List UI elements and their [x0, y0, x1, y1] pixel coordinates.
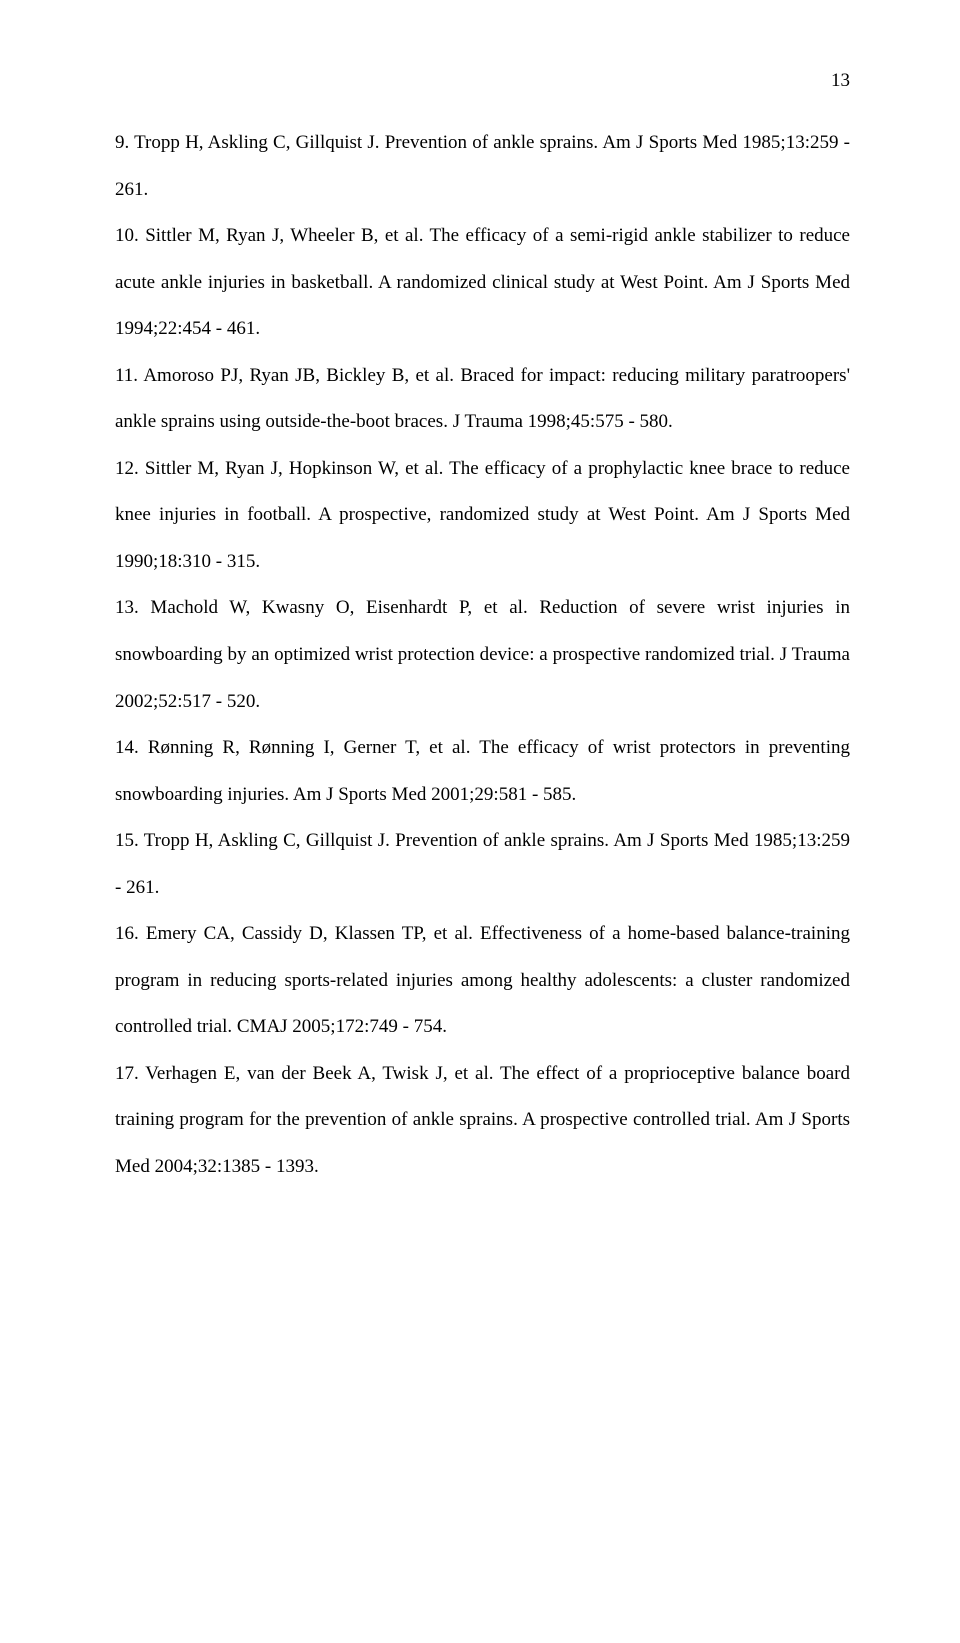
- reference-14: 14. Rønning R, Rønning I, Gerner T, et a…: [115, 725, 850, 818]
- reference-15: 15. Tropp H, Askling C, Gillquist J. Pre…: [115, 818, 850, 911]
- reference-13: 13. Machold W, Kwasny O, Eisenhardt P, e…: [115, 585, 850, 725]
- reference-11: 11. Amoroso PJ, Ryan JB, Bickley B, et a…: [115, 353, 850, 446]
- page-number: 13: [115, 70, 850, 92]
- reference-12: 12. Sittler M, Ryan J, Hopkinson W, et a…: [115, 446, 850, 586]
- reference-10: 10. Sittler M, Ryan J, Wheeler B, et al.…: [115, 213, 850, 353]
- reference-9: 9. Tropp H, Askling C, Gillquist J. Prev…: [115, 120, 850, 213]
- reference-17: 17. Verhagen E, van der Beek A, Twisk J,…: [115, 1051, 850, 1191]
- reference-16: 16. Emery CA, Cassidy D, Klassen TP, et …: [115, 911, 850, 1051]
